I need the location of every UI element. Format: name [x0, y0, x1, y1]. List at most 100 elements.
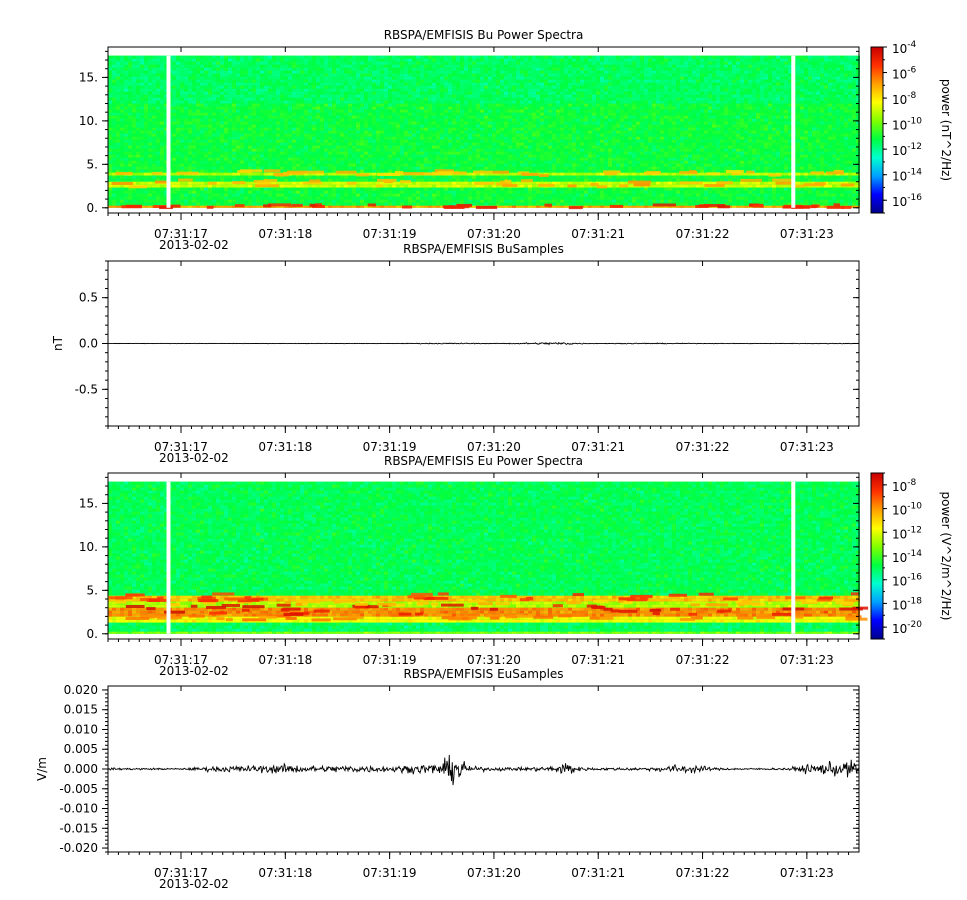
bu-spectra-cell	[328, 73, 332, 77]
bu-spectra-cell	[828, 94, 832, 98]
bu-spectra-cell	[244, 106, 248, 110]
bu-spectra-cell	[788, 112, 792, 116]
bu-spectra-cell	[324, 124, 328, 128]
bu-spectra-cell	[564, 106, 568, 110]
bu-spectra-cell	[116, 64, 120, 68]
bu-spectra-cell	[560, 103, 564, 107]
bu-spectra-cell	[704, 64, 708, 68]
bu-spectra-cell	[820, 127, 824, 131]
bu-spectra-cell	[612, 112, 616, 116]
bu-spectra-cell	[436, 109, 440, 113]
bu-spectra-cell	[200, 85, 204, 89]
bu-spectra-cell	[508, 73, 512, 77]
bu-spectra-cell	[268, 100, 272, 104]
bu-spectra-cell	[856, 103, 860, 107]
bu-spectra-cell	[808, 115, 812, 119]
bu-spectra-cell	[492, 130, 496, 134]
bu-spectra-cell	[420, 130, 424, 134]
bu-spectra-cell	[760, 127, 764, 131]
bu-spectra-cell	[212, 115, 216, 119]
bu-spectra-cell	[768, 127, 772, 131]
bu-spectra-cell	[404, 127, 408, 131]
bu-spectra-cell	[664, 100, 668, 104]
bu-spectra-cell	[240, 58, 244, 62]
bu-spectra-cell	[620, 115, 624, 119]
bu-spectra-cell	[320, 106, 324, 110]
bu-spectra-cell	[108, 91, 112, 95]
bu-spectra-cell	[788, 79, 792, 83]
bu-spectra-cell	[276, 76, 280, 80]
bu-spectra-cell	[544, 85, 548, 89]
bu-spectra-cell	[692, 73, 696, 77]
bu-spectra-cell	[260, 79, 264, 83]
bu-spectra-cell	[436, 118, 440, 122]
bu-spectra-cell	[584, 103, 588, 107]
bu-spectra-cell	[396, 85, 400, 89]
bu-spectra-cell	[464, 130, 468, 134]
bu-spectra-cell	[276, 103, 280, 107]
bu-spectra-cell	[368, 124, 372, 128]
bu-spectra-cell	[596, 88, 600, 92]
bu-spectra-cell	[524, 127, 528, 131]
bu-spectra-cell	[224, 130, 228, 134]
bu-spectra-cell	[112, 124, 116, 128]
bu-spectra-cell	[244, 130, 248, 134]
bu-spectra-cell	[152, 76, 156, 80]
bu-spectra-cell	[656, 115, 660, 119]
bu-spectra-cell	[424, 97, 428, 101]
bu-spectra-cell	[412, 106, 416, 110]
bu-spectra-cell	[404, 88, 408, 92]
bu-spectra-cell	[524, 121, 528, 125]
bu-spectra-cell	[176, 88, 180, 92]
bu-spectra-cell	[732, 55, 736, 59]
bu-spectra-cell	[196, 73, 200, 77]
bu-spectra-cell	[852, 127, 856, 131]
bu-spectra-cell	[396, 73, 400, 77]
bu-spectra-cell	[644, 103, 648, 107]
bu-spectra-cell	[692, 94, 696, 98]
bu-spectra-cell	[832, 91, 836, 95]
bu-spectra-cell	[148, 79, 152, 83]
bu-spectra-cell	[640, 130, 644, 134]
bu-spectra-cell	[464, 58, 468, 62]
bu-spectra-cell	[252, 88, 256, 92]
bu-spectra-cell	[164, 73, 168, 77]
bu-spectra-cell	[680, 106, 684, 110]
bu-spectra-cell	[640, 70, 644, 74]
bu-spectra-cell	[796, 73, 800, 77]
bu-spectra-cell	[568, 124, 572, 128]
bu-spectra-cell	[288, 130, 292, 134]
bu-spectra-cell	[428, 115, 432, 119]
bu-spectra-cell	[516, 112, 520, 116]
bu-spectra-cell	[296, 112, 300, 116]
bu-spectra-cell	[668, 112, 672, 116]
bu-spectra-cell	[368, 106, 372, 110]
bu-spectra-cell	[496, 94, 500, 98]
bu-spectra-cell	[496, 73, 500, 77]
bu-spectra-cell	[684, 67, 688, 71]
bu-spectra-cell	[480, 91, 484, 95]
bu-spectra-cell	[504, 109, 508, 113]
bu-spectra-cell	[776, 97, 780, 101]
bu-spectra-cell	[668, 115, 672, 119]
bu-spectra-cell	[720, 100, 724, 104]
bu-spectra-cell	[344, 76, 348, 80]
bu-spectra-cell	[560, 58, 564, 62]
bu-spectra-cell	[316, 85, 320, 89]
bu-spectra-cell	[844, 76, 848, 80]
bu-spectra-cell	[468, 121, 472, 125]
bu-spectra-cell	[504, 91, 508, 95]
bu-spectra-cell	[432, 88, 436, 92]
bu-spectra-cell	[292, 121, 296, 125]
bu-spectra-cell	[120, 121, 124, 125]
bu-spectra-cell	[564, 67, 568, 71]
bu-spectra-cell	[728, 103, 732, 107]
bu-spectra-cell	[416, 55, 420, 59]
bu-spectra-cell	[288, 109, 292, 113]
bu-spectra-cell	[652, 106, 656, 110]
bu-spectra-cell	[380, 94, 384, 98]
bu-spectra-cell	[248, 64, 252, 68]
bu-spectra-cell	[340, 88, 344, 92]
bu-spectra-cell	[472, 109, 476, 113]
bu-spectra-cell	[832, 106, 836, 110]
